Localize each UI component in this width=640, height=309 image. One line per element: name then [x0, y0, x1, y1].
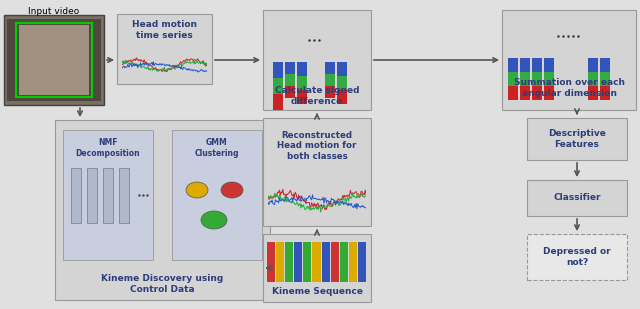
Ellipse shape: [201, 211, 227, 229]
Text: Reconstructed
Head motion for
both classes: Reconstructed Head motion for both class…: [277, 131, 356, 161]
Bar: [87, 168, 97, 223]
Bar: [103, 168, 113, 223]
Bar: [527, 234, 627, 280]
Bar: [172, 130, 262, 260]
Bar: [508, 72, 518, 86]
Bar: [16, 23, 92, 97]
Bar: [263, 234, 371, 302]
Bar: [285, 74, 295, 86]
Bar: [508, 58, 518, 72]
Text: Classifier: Classifier: [553, 193, 601, 202]
Bar: [527, 180, 627, 216]
Bar: [358, 242, 366, 282]
Bar: [273, 78, 283, 94]
Bar: [273, 94, 283, 110]
Bar: [520, 58, 530, 72]
Bar: [285, 242, 293, 282]
Bar: [544, 72, 554, 86]
Bar: [520, 72, 530, 86]
Text: Head motion
time series: Head motion time series: [132, 20, 197, 40]
Bar: [71, 168, 81, 223]
Bar: [63, 130, 153, 260]
Ellipse shape: [221, 182, 243, 198]
Bar: [4, 15, 104, 105]
Bar: [117, 14, 212, 84]
Bar: [340, 242, 348, 282]
Text: GMM
Clustering: GMM Clustering: [195, 138, 239, 158]
Bar: [508, 86, 518, 100]
Bar: [321, 242, 330, 282]
Bar: [294, 242, 302, 282]
Bar: [297, 90, 307, 104]
Text: Kineme Discovery using
Control Data: Kineme Discovery using Control Data: [101, 274, 223, 294]
Bar: [267, 242, 275, 282]
Bar: [19, 25, 89, 95]
Bar: [331, 242, 339, 282]
Bar: [55, 120, 270, 300]
Text: Summation over each
angular dimension: Summation over each angular dimension: [513, 78, 625, 98]
Bar: [532, 72, 542, 86]
Bar: [532, 58, 542, 72]
Bar: [502, 10, 636, 110]
Bar: [544, 58, 554, 72]
Bar: [527, 118, 627, 160]
Bar: [297, 76, 307, 90]
Bar: [297, 62, 307, 76]
Text: NMF
Decomposition: NMF Decomposition: [76, 138, 140, 158]
Bar: [303, 242, 312, 282]
Bar: [337, 62, 347, 76]
Bar: [7, 19, 101, 101]
Bar: [349, 242, 357, 282]
Bar: [285, 86, 295, 98]
Text: Calculate signed
difference: Calculate signed difference: [275, 86, 359, 106]
Bar: [325, 74, 335, 86]
Text: Depressed or
not?: Depressed or not?: [543, 247, 611, 267]
Bar: [325, 62, 335, 74]
Bar: [600, 72, 610, 86]
Bar: [588, 58, 598, 72]
Bar: [276, 242, 284, 282]
Bar: [337, 90, 347, 104]
Bar: [588, 72, 598, 86]
Bar: [520, 86, 530, 100]
Bar: [325, 86, 335, 98]
Text: Input video: Input video: [28, 6, 79, 15]
Bar: [588, 86, 598, 100]
Bar: [263, 118, 371, 226]
Bar: [263, 10, 371, 110]
Bar: [600, 86, 610, 100]
Bar: [273, 62, 283, 78]
Bar: [544, 86, 554, 100]
Bar: [600, 58, 610, 72]
Bar: [285, 62, 295, 74]
Bar: [119, 168, 129, 223]
Ellipse shape: [186, 182, 208, 198]
Bar: [337, 76, 347, 90]
Bar: [312, 242, 321, 282]
Text: Kineme Sequence: Kineme Sequence: [271, 287, 362, 297]
Text: Descriptive
Features: Descriptive Features: [548, 129, 606, 149]
Bar: [532, 86, 542, 100]
